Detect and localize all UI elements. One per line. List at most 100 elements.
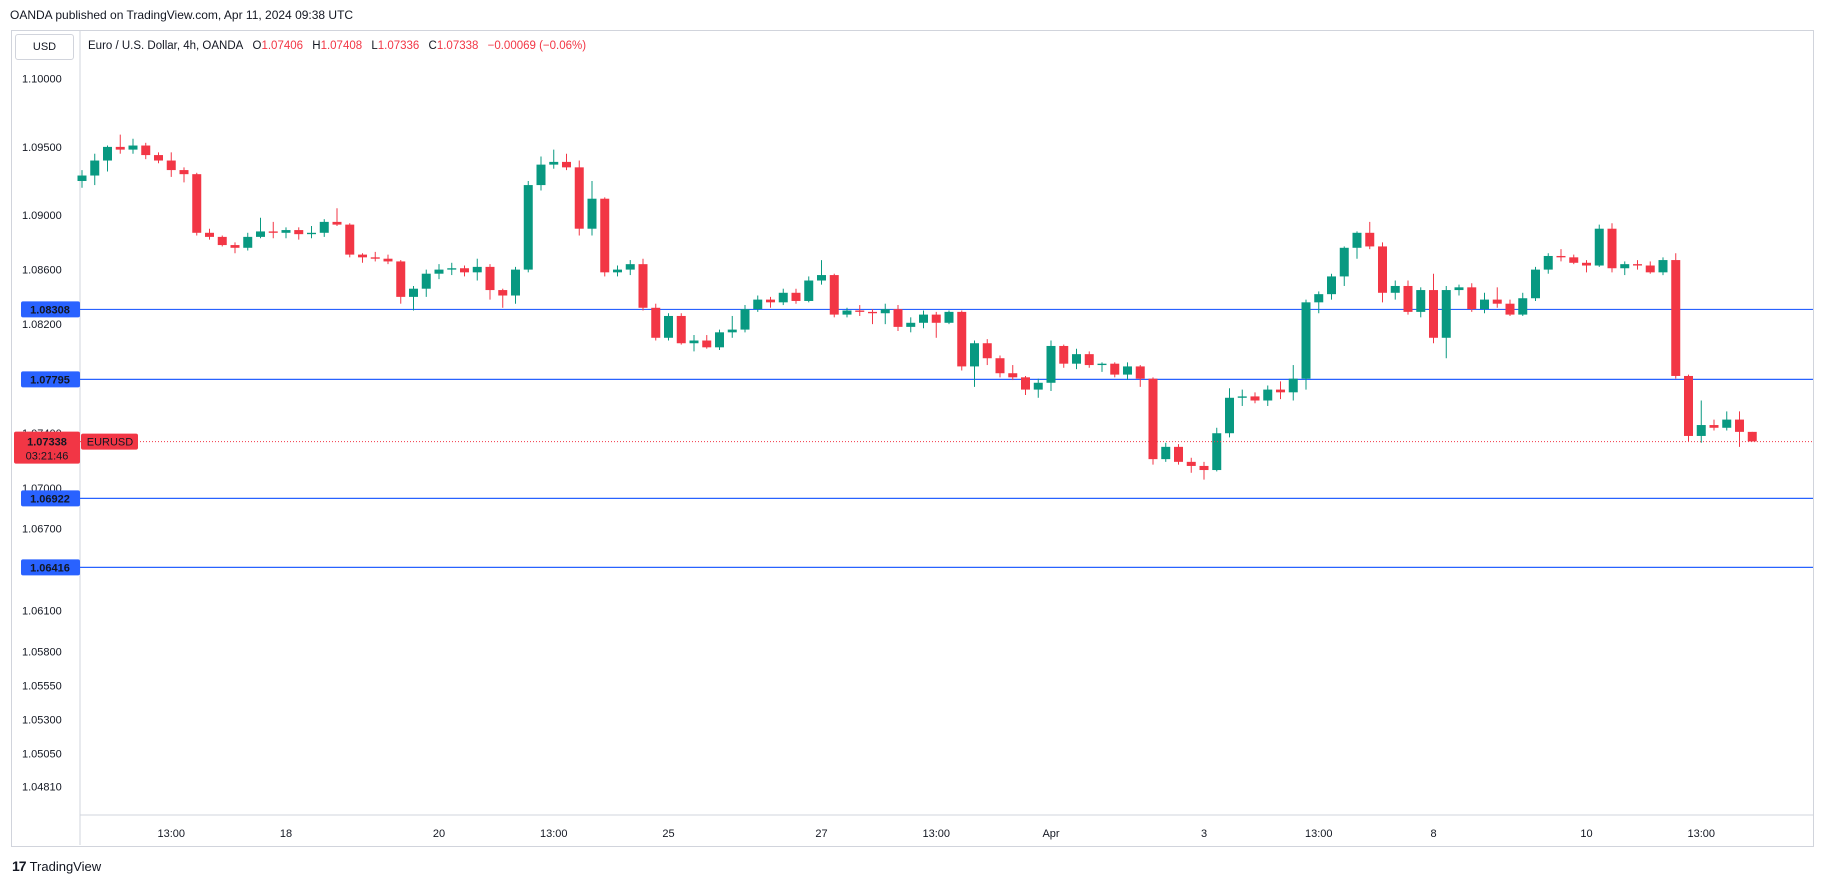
candle-body[interactable] [1097, 363, 1107, 366]
candle-body[interactable] [562, 161, 571, 168]
candle-body[interactable] [485, 266, 495, 291]
candle-body[interactable] [689, 340, 699, 344]
candle-body[interactable] [753, 299, 763, 310]
candle-body[interactable] [230, 245, 240, 248]
candle-body[interactable] [1607, 228, 1617, 269]
candle-body[interactable] [613, 269, 622, 273]
candle-body[interactable] [1059, 345, 1069, 364]
candle-body[interactable] [1467, 287, 1477, 310]
candle-body[interactable] [1620, 264, 1630, 269]
candle-body[interactable] [1684, 375, 1693, 436]
candle-body[interactable] [868, 311, 877, 314]
candle-body[interactable] [498, 290, 508, 296]
candle-body[interactable] [817, 275, 826, 281]
candle-body[interactable] [740, 309, 750, 330]
candle-body[interactable] [166, 160, 176, 171]
candle-body[interactable] [944, 311, 954, 323]
candle-body[interactable] [1084, 354, 1094, 366]
candle-body[interactable] [1212, 433, 1222, 471]
candle-body[interactable] [192, 174, 202, 233]
candle-body[interactable] [1327, 276, 1336, 295]
candle-body[interactable] [1225, 397, 1234, 434]
candle-body[interactable] [676, 315, 686, 344]
candle-body[interactable] [1033, 382, 1043, 390]
candle-body[interactable] [1505, 303, 1515, 315]
candle-body[interactable] [906, 322, 916, 327]
candle-body[interactable] [536, 164, 546, 186]
candle-body[interactable] [1186, 461, 1196, 466]
candle-body[interactable] [256, 231, 265, 237]
candle-body[interactable] [383, 258, 393, 262]
candle-body[interactable] [1352, 232, 1362, 248]
candle-body[interactable] [1633, 264, 1642, 266]
candle-body[interactable] [90, 160, 100, 176]
candle-body[interactable] [1429, 290, 1438, 338]
candle-body[interactable] [1543, 255, 1553, 270]
candle-body[interactable] [766, 299, 775, 303]
candle-body[interactable] [1454, 287, 1464, 291]
candle-body[interactable] [982, 343, 992, 359]
candle-body[interactable] [511, 269, 520, 296]
candle-body[interactable] [1263, 389, 1273, 401]
candle-body[interactable] [625, 264, 635, 270]
candle-body[interactable] [1008, 373, 1018, 378]
candle-body[interactable] [294, 230, 304, 235]
candle-body[interactable] [957, 311, 967, 367]
candle-body[interactable] [1339, 247, 1349, 277]
candle-body[interactable] [179, 170, 189, 175]
candle-body[interactable] [1658, 260, 1668, 273]
candle-body[interactable] [842, 310, 852, 315]
candle-body[interactable] [243, 236, 253, 248]
candle-body[interactable] [434, 269, 444, 274]
candle-body[interactable] [1594, 228, 1604, 266]
candle-body[interactable] [103, 146, 112, 161]
candle-body[interactable] [1301, 302, 1311, 379]
candle-body[interactable] [651, 307, 661, 338]
candle-body[interactable] [1135, 366, 1145, 379]
candle-body[interactable] [638, 264, 648, 308]
candle-body[interactable] [1199, 465, 1209, 471]
candle-body[interactable] [587, 198, 597, 229]
candle-body[interactable] [1492, 299, 1502, 304]
candle-body[interactable] [1569, 257, 1579, 263]
candle-body[interactable] [1441, 290, 1451, 338]
candle-body[interactable] [1123, 366, 1132, 375]
candle-body[interactable] [1645, 265, 1655, 273]
candle-body[interactable] [1161, 446, 1171, 460]
candle-body[interactable] [396, 261, 406, 297]
candle-body[interactable] [447, 268, 457, 270]
candle-body[interactable] [919, 314, 928, 323]
candle-body[interactable] [1531, 269, 1540, 299]
candle-body[interactable] [281, 230, 291, 233]
candle-body[interactable] [472, 266, 482, 273]
candle-body[interactable] [1250, 396, 1260, 401]
candle-body[interactable] [727, 329, 737, 333]
candle-body[interactable] [1556, 255, 1566, 258]
candle-body[interactable] [1747, 431, 1757, 442]
candle-body[interactable] [1416, 290, 1426, 312]
candle-body[interactable] [1696, 425, 1706, 436]
candle-body[interactable] [804, 280, 814, 301]
candle-body[interactable] [970, 343, 979, 367]
candle-body[interactable] [1365, 232, 1375, 247]
candle-body[interactable] [549, 161, 559, 165]
candle-body[interactable] [1046, 345, 1056, 383]
candle-body[interactable] [128, 145, 138, 150]
candle-body[interactable] [1148, 378, 1158, 460]
candle-body[interactable] [1480, 299, 1489, 310]
candle-body[interactable] [778, 292, 788, 303]
candle-body[interactable] [1110, 363, 1120, 375]
candle-body[interactable] [664, 315, 673, 338]
candle-body[interactable] [345, 224, 355, 255]
candle-body[interactable] [460, 268, 469, 273]
candle-body[interactable] [1021, 377, 1030, 390]
candle-body[interactable] [893, 309, 903, 327]
candle-body[interactable] [1174, 446, 1183, 462]
candle-body[interactable] [115, 146, 125, 150]
candle-body[interactable] [77, 175, 87, 181]
candle-body[interactable] [855, 310, 865, 312]
candle-body[interactable] [307, 232, 316, 235]
candle-body[interactable] [1276, 389, 1285, 393]
candle-body[interactable] [1403, 285, 1413, 312]
